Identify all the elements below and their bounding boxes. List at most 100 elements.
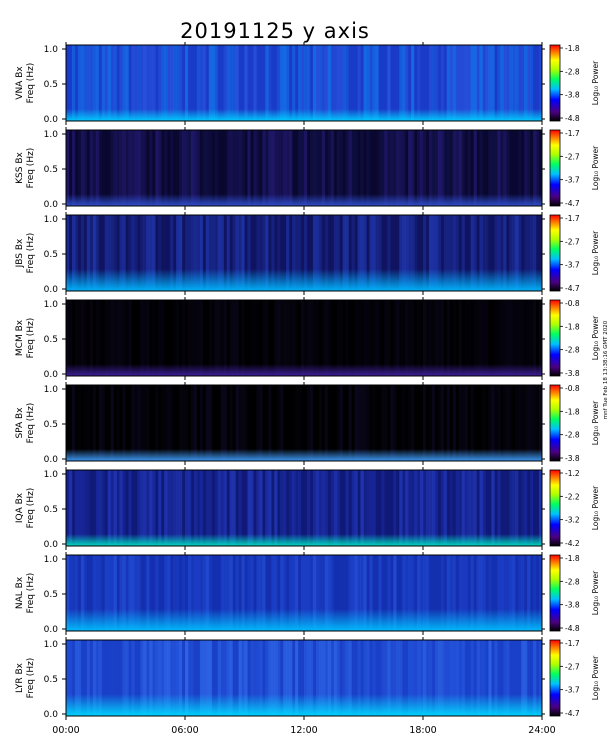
- panel-freq-label: Freq (Hz): [26, 658, 36, 699]
- spectrogram-panel: 0.0 0.5 1.0 SPA Bx Freq (Hz) -0.8 -1.8 -2.8 -3.8…: [15, 384, 600, 465]
- colorbar-tick-label: -0.8: [565, 384, 580, 393]
- colorbar-title: Log₁₀ Power: [591, 485, 600, 530]
- y-tick-label: 0.5: [44, 420, 58, 430]
- colorbar-tick-label: -4.8: [565, 624, 580, 633]
- spectrogram-panel: 0.0 0.5 1.0 NAL Bx Freq (Hz) -1.8 -2.8 -3.8 -4.8…: [15, 554, 600, 635]
- colorbar-tick-label: -3.8: [565, 91, 580, 100]
- colorbar: [549, 384, 561, 462]
- colorbar-tick-label: -1.8: [565, 407, 580, 416]
- x-tick-label: 24:00: [528, 725, 555, 736]
- y-tick-label: 0.5: [44, 590, 58, 600]
- panel-freq-label: Freq (Hz): [26, 148, 36, 189]
- x-tick-label: 18:00: [409, 725, 436, 736]
- colorbar-tick-label: -3.7: [565, 686, 580, 695]
- colorbar-tick-label: -1.8: [565, 554, 580, 563]
- colorbar-tick-label: -2.7: [565, 152, 580, 161]
- colorbar: [549, 639, 561, 717]
- panel-station-label: SPA Bx: [15, 407, 25, 439]
- colorbar: [549, 469, 561, 547]
- panel-station-label: MCM Bx: [15, 319, 25, 356]
- colorbar-tick-label: -2.8: [565, 577, 580, 586]
- colorbar-title: Log₁₀ Power: [591, 315, 600, 360]
- spectrogram-panel: 0.0 0.5 1.0 KSS Bx Freq (Hz) -1.7 -2.7 -3.7 -4.7…: [15, 129, 600, 210]
- colorbar-tick-label: -3.7: [565, 261, 580, 270]
- panel-freq-label: Freq (Hz): [26, 233, 36, 274]
- colorbar-tick-label: -1.8: [565, 322, 580, 331]
- spectrogram-panel: 0.0 0.5 1.0 JBS Bx Freq (Hz) -1.7 -2.7 -3.7 -4.7…: [15, 214, 600, 295]
- y-tick-label: 0.0: [44, 200, 59, 210]
- spectrogram-panel: 0.0 0.5 1.0 LYR Bx Freq (Hz) -1.7 -2.7 -3.7 -4.7…: [15, 639, 600, 720]
- panel-station-label: VNA Bx: [15, 66, 25, 100]
- y-tick-label: 0.0: [44, 710, 59, 720]
- spectrogram-panel: 0.0 0.5 1.0 MCM Bx Freq (Hz) -0.8 -1.8 -2.8 -3.8…: [15, 299, 600, 380]
- colorbar-tick-label: -1.8: [565, 44, 580, 53]
- colorbar-title: Log₁₀ Power: [591, 230, 600, 275]
- y-tick-label: 0.0: [44, 370, 59, 380]
- colorbar-tick-label: -3.8: [565, 601, 580, 610]
- x-tick-label: 00:00: [52, 725, 79, 736]
- spectrogram-panel: 0.0 0.5 1.0 IQA Bx Freq (Hz) -1.2 -2.2 -3.2 -4.2…: [15, 469, 600, 550]
- panel-station-label: JBS Bx: [15, 238, 25, 268]
- panel-station-label: LYR Bx: [15, 662, 25, 693]
- colorbar-title: Log₁₀ Power: [591, 570, 600, 615]
- x-tick-label: 12:00: [290, 725, 317, 736]
- colorbar-tick-label: -2.2: [565, 492, 580, 501]
- panel-freq-label: Freq (Hz): [26, 573, 36, 614]
- x-tick-label: 06:00: [171, 725, 198, 736]
- y-tick-label: 1.0: [44, 470, 59, 480]
- colorbar-tick-label: -2.8: [565, 346, 580, 355]
- spectrogram-panel: 0.0 0.5 1.0 VNA Bx Freq (Hz) -1.8 -2.8 -3.8 -4.8…: [15, 44, 600, 125]
- y-tick-label: 0.0: [44, 455, 59, 465]
- y-tick-label: 0.5: [44, 80, 58, 90]
- colorbar-tick-label: -3.8: [565, 454, 580, 463]
- colorbar: [549, 129, 561, 207]
- y-tick-label: 1.0: [44, 555, 59, 565]
- colorbar-title: Log₁₀ Power: [591, 400, 600, 445]
- panel-freq-label: Freq (Hz): [26, 63, 36, 104]
- y-tick-label: 0.0: [44, 115, 59, 125]
- colorbar: [549, 44, 561, 122]
- colorbar-tick-label: -0.8: [565, 299, 580, 308]
- colorbar-tick-label: -1.2: [565, 469, 580, 478]
- colorbar-tick-label: -2.7: [565, 662, 580, 671]
- colorbar-title: Log₁₀ Power: [591, 60, 600, 105]
- side-note: mnf Tue Feb 18 13:38:16 GMT 2020: [603, 320, 609, 419]
- y-tick-label: 0.5: [44, 505, 58, 515]
- y-tick-label: 0.0: [44, 540, 59, 550]
- y-tick-label: 0.0: [44, 285, 59, 295]
- panel-station-label: IQA Bx: [15, 492, 25, 523]
- y-tick-label: 0.5: [44, 250, 58, 260]
- chart-title: 20191125 y axis: [180, 19, 370, 43]
- colorbar-tick-label: -3.8: [565, 369, 580, 378]
- colorbar-tick-label: -4.2: [565, 539, 580, 548]
- colorbar-tick-label: -3.7: [565, 176, 580, 185]
- colorbar-tick-label: -2.7: [565, 237, 580, 246]
- colorbar-tick-label: -1.7: [565, 214, 580, 223]
- y-tick-label: 1.0: [44, 215, 59, 225]
- y-tick-label: 1.0: [44, 640, 59, 650]
- y-tick-label: 1.0: [44, 385, 59, 395]
- colorbar-tick-label: -4.7: [565, 199, 580, 208]
- y-tick-label: 1.0: [44, 130, 59, 140]
- y-tick-label: 1.0: [44, 300, 59, 310]
- colorbar-tick-label: -4.8: [565, 114, 580, 123]
- colorbar: [549, 554, 561, 632]
- colorbar-tick-label: -2.8: [565, 431, 580, 440]
- colorbar: [549, 299, 561, 377]
- colorbar-tick-label: -2.8: [565, 67, 580, 76]
- colorbar: [549, 214, 561, 292]
- panel-freq-label: Freq (Hz): [26, 318, 36, 359]
- panel-freq-label: Freq (Hz): [26, 488, 36, 529]
- y-tick-label: 0.5: [44, 335, 58, 345]
- colorbar-tick-label: -4.7: [565, 709, 580, 718]
- colorbar-tick-label: -4.7: [565, 284, 580, 293]
- colorbar-title: Log₁₀ Power: [591, 655, 600, 700]
- y-tick-label: 0.5: [44, 675, 58, 685]
- panel-station-label: KSS Bx: [15, 151, 25, 183]
- y-tick-label: 0.0: [44, 625, 59, 635]
- panel-station-label: NAL Bx: [15, 576, 25, 609]
- colorbar-title: Log₁₀ Power: [591, 145, 600, 190]
- colorbar-tick-label: -1.7: [565, 129, 580, 138]
- colorbar-tick-label: -1.7: [565, 639, 580, 648]
